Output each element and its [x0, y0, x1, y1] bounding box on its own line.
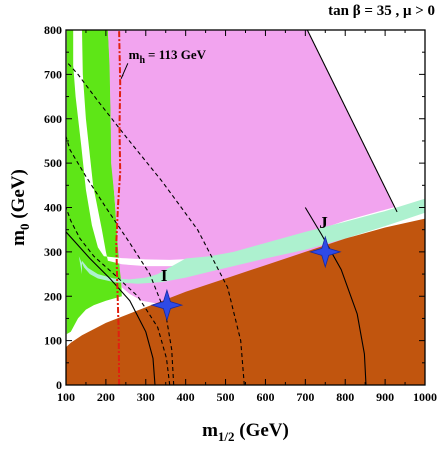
higgs-mass-contour	[115, 30, 122, 385]
x-tick-label: 200	[97, 390, 115, 404]
plot-area	[66, 30, 425, 385]
y-axis-title: m0 (GeV)	[8, 169, 32, 246]
y-tick-label: 500	[44, 156, 62, 170]
x-tick-label: 500	[217, 390, 235, 404]
x-tick-label: 900	[376, 390, 394, 404]
y-tick-label: 0	[56, 378, 62, 392]
contour-solid-2	[304, 207, 367, 385]
x-tick-label: 300	[137, 390, 155, 404]
pink-boundary-line	[306, 30, 398, 213]
y-tick-label: 400	[44, 201, 62, 215]
y-tick-label: 300	[44, 245, 62, 259]
y-tick-label: 100	[44, 334, 62, 348]
y-tick-label: 600	[44, 112, 62, 126]
x-tick-label: 1000	[413, 390, 437, 404]
x-tick-label: 400	[177, 390, 195, 404]
higgs-pointer-arrowhead	[121, 74, 124, 79]
chart-title: tan β = 35 , μ > 0	[328, 3, 435, 19]
benchmark-marker-I	[150, 288, 184, 322]
annotations: I Jmh = 113 GeV	[120, 47, 328, 285]
x-tick-label: 600	[256, 390, 274, 404]
benchmark-marker-J	[308, 235, 342, 269]
axis-ticks: 100 200 300 400 500 600 700 800 900 1000010020030…	[8, 23, 437, 444]
higgs-label-pointer	[120, 63, 129, 80]
y-tick-label: 200	[44, 289, 62, 303]
benchmark-label-I: I	[161, 266, 168, 285]
x-tick-label: 800	[336, 390, 354, 404]
contour-solid-1	[66, 231, 156, 385]
contour-dashed-2	[66, 60, 245, 385]
y-tick-label: 800	[44, 23, 62, 37]
benchmark-label-J: J	[319, 213, 328, 232]
higgs-label: mh = 113 GeV	[129, 47, 207, 66]
x-tick-label: 700	[296, 390, 314, 404]
x-tick-label: 100	[57, 390, 75, 404]
y-tick-label: 700	[44, 67, 62, 81]
region-brown	[66, 218, 425, 385]
contour-dashed-1	[66, 207, 171, 385]
x-axis-title: m1/2 (GeV)	[202, 420, 289, 444]
